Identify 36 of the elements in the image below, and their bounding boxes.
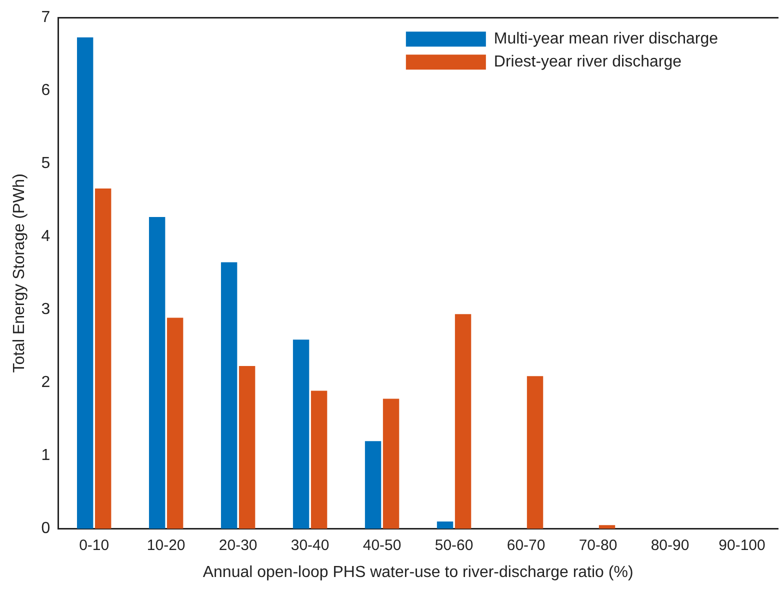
y-axis-title: Total Energy Storage (PWh) — [11, 174, 28, 373]
x-tick-label: 40-50 — [362, 536, 402, 554]
x-tick-label: 30-40 — [290, 536, 330, 554]
bar — [148, 216, 166, 529]
y-tick-label: 7 — [41, 9, 50, 26]
bar — [238, 366, 256, 529]
bar — [526, 376, 544, 529]
x-tick-label: 90-100 — [718, 536, 766, 554]
y-tick-label: 6 — [41, 82, 50, 100]
bar — [598, 525, 616, 529]
legend-label: Driest-year river discharge — [494, 54, 682, 71]
x-tick-label: 70-80 — [578, 536, 618, 554]
x-tick-label: 50-60 — [434, 536, 474, 554]
y-tick-label: 3 — [41, 301, 50, 318]
bar — [76, 37, 94, 529]
bar — [220, 262, 238, 529]
bar — [310, 390, 328, 529]
bar — [436, 521, 454, 529]
y-tick-label: 4 — [41, 228, 50, 246]
x-tick-label: 0-10 — [79, 536, 110, 554]
x-tick-label: 60-70 — [506, 536, 546, 554]
x-tick-label: 80-90 — [650, 536, 690, 554]
bar — [382, 398, 400, 529]
y-tick-label: 1 — [41, 447, 50, 464]
bar — [166, 318, 184, 529]
y-tick-label: 0 — [41, 520, 50, 538]
bar — [454, 314, 472, 529]
legend-label: Multi-year mean river discharge — [494, 30, 718, 48]
x-axis-title: Annual open-loop PHS water-use to river-discharge ratio (%) — [202, 564, 634, 581]
x-tick-label: 10-20 — [146, 536, 186, 554]
bar — [364, 441, 382, 529]
bar — [94, 188, 112, 529]
bar — [292, 340, 310, 529]
y-tick-label: 2 — [41, 374, 50, 392]
y-tick-label: 5 — [41, 155, 50, 172]
x-tick-label: 20-30 — [218, 536, 258, 554]
